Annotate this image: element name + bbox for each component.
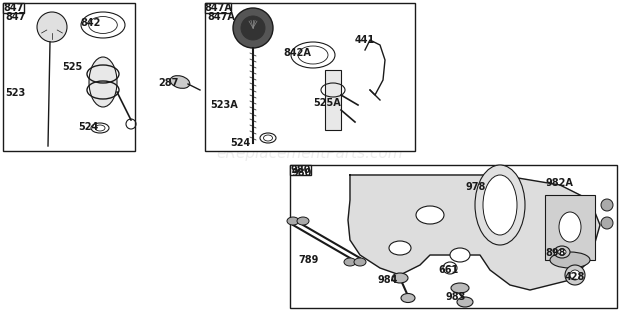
Ellipse shape <box>389 241 411 255</box>
Bar <box>290 165 617 308</box>
Text: 842: 842 <box>80 18 100 28</box>
Text: 525: 525 <box>62 62 82 72</box>
Bar <box>205 3 231 13</box>
Text: 847: 847 <box>5 12 25 22</box>
Circle shape <box>37 12 67 42</box>
Text: 287: 287 <box>158 78 179 88</box>
Bar <box>3 3 135 151</box>
Ellipse shape <box>89 57 117 107</box>
Bar <box>545 195 595 260</box>
Text: 789: 789 <box>298 255 319 265</box>
Ellipse shape <box>559 212 581 242</box>
Ellipse shape <box>554 246 570 258</box>
Circle shape <box>241 16 265 40</box>
Ellipse shape <box>416 206 444 224</box>
Text: 842A: 842A <box>283 48 311 58</box>
Ellipse shape <box>392 273 408 283</box>
Circle shape <box>601 217 613 229</box>
Text: 428: 428 <box>565 272 585 282</box>
Text: eReplacementParts.com: eReplacementParts.com <box>216 146 404 161</box>
Text: 523A: 523A <box>210 100 237 110</box>
Text: 847A: 847A <box>204 3 232 13</box>
Circle shape <box>570 270 580 280</box>
Text: 980: 980 <box>292 168 312 178</box>
Ellipse shape <box>550 252 590 268</box>
Bar <box>205 3 415 151</box>
Text: 980: 980 <box>290 165 311 175</box>
Ellipse shape <box>401 294 415 303</box>
Circle shape <box>601 199 613 211</box>
Text: 524: 524 <box>230 138 250 148</box>
Ellipse shape <box>354 258 366 266</box>
Ellipse shape <box>344 258 356 266</box>
Ellipse shape <box>170 76 190 88</box>
Text: 984: 984 <box>378 275 399 285</box>
Bar <box>325 70 341 130</box>
Text: 525A: 525A <box>313 98 341 108</box>
Ellipse shape <box>451 283 469 293</box>
Ellipse shape <box>287 217 299 225</box>
Text: 441: 441 <box>355 35 375 45</box>
Bar <box>3 3 24 13</box>
Polygon shape <box>348 175 600 290</box>
Text: 982A: 982A <box>545 178 573 188</box>
Text: 523: 523 <box>5 88 25 98</box>
Text: 847A: 847A <box>207 12 235 22</box>
Ellipse shape <box>450 248 470 262</box>
Text: 524: 524 <box>78 122 98 132</box>
Text: 661: 661 <box>438 265 458 275</box>
Ellipse shape <box>558 249 566 255</box>
Bar <box>290 165 311 175</box>
Text: 978: 978 <box>465 182 485 192</box>
Text: 898: 898 <box>545 248 565 258</box>
Circle shape <box>565 265 585 285</box>
Text: 847: 847 <box>3 3 24 13</box>
Ellipse shape <box>297 217 309 225</box>
Ellipse shape <box>483 175 517 235</box>
Ellipse shape <box>475 165 525 245</box>
Ellipse shape <box>457 297 473 307</box>
Circle shape <box>233 8 273 48</box>
Text: 983: 983 <box>445 292 466 302</box>
